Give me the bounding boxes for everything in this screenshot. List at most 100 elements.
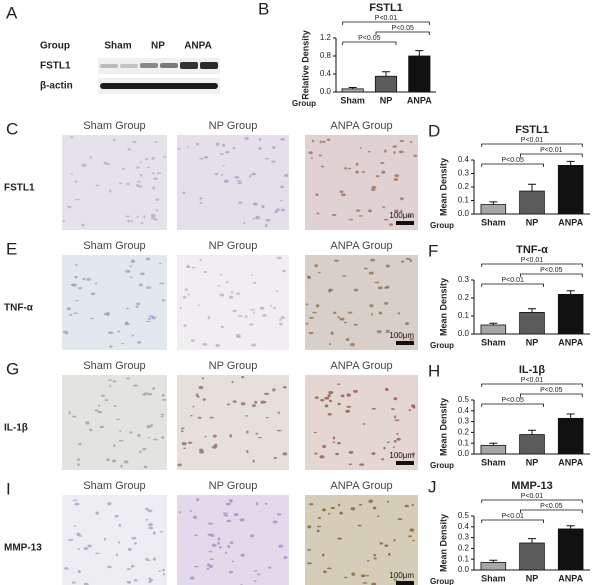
significance-label: P<0.01 [501,277,523,284]
cell [377,286,383,290]
cell [385,329,390,333]
cell [316,529,320,533]
cell [223,179,229,183]
significance-bracket [520,509,583,513]
cell [180,430,184,433]
cell [371,188,376,192]
cell [160,413,165,416]
cell [83,546,89,551]
cell [73,312,78,314]
y-axis-label: Mean Density [438,398,448,456]
cell [87,544,92,548]
y-tick-label: 0.5 [458,395,470,404]
x-tick-label: NP [526,217,539,227]
cell [353,323,358,326]
cell [340,193,346,197]
error-bar [528,308,536,313]
cell [226,502,231,506]
scale-bar [396,581,414,585]
column-title: ANPA Group [330,480,392,492]
cell [109,385,112,387]
cell [409,337,414,341]
cell [276,256,282,260]
panel-letter: E [6,239,17,258]
cell [136,180,141,183]
cell [324,396,330,400]
cell [231,380,234,384]
cell [100,394,105,398]
cell [131,536,137,540]
cell [394,174,400,178]
cell [398,150,404,154]
panel-letter: B [258,0,269,18]
cell [251,343,257,347]
cell [207,533,213,536]
cell [358,503,363,506]
cell [160,415,164,418]
significance-label: P<0.01 [521,137,543,144]
cell [409,528,415,532]
cell [253,281,257,284]
row-label: MMP-13 [4,543,42,554]
cell [72,499,78,502]
cell [126,377,131,380]
micrograph [62,255,167,350]
cell [143,392,149,395]
cell [262,313,267,317]
cell [252,459,255,463]
cell [196,498,200,502]
cell [274,210,278,214]
cell [404,504,409,508]
blot-header: Group [40,41,70,52]
cell [67,205,72,209]
cell [330,506,336,510]
cell [373,553,376,557]
cell [162,572,165,576]
cell [161,393,165,397]
cell [280,316,285,320]
cell [90,292,96,296]
cell [387,552,391,556]
cell [107,502,112,506]
cell [393,397,398,401]
cell [309,503,314,506]
cell [375,175,380,178]
cell [340,394,345,398]
y-tick-label: 0.8 [320,51,332,60]
cell [368,271,374,275]
cell [376,330,382,334]
cell [147,436,150,439]
cell [113,444,116,448]
y-tick-label: 0.3 [458,169,470,178]
error-bar [415,50,424,56]
cell [76,458,81,461]
cell [232,146,236,150]
micrograph [177,375,289,470]
cell [129,276,133,278]
cell [321,553,325,557]
cell [186,146,189,148]
cell [337,402,341,406]
error-bar [489,322,498,325]
cell [307,275,311,280]
cell [74,502,80,506]
cell [353,288,359,292]
cell [151,156,155,160]
cell [337,441,341,445]
cell [272,388,276,392]
y-tick-label: 0.4 [320,69,332,78]
cell [144,157,149,161]
cell [129,265,133,268]
micrograph [62,375,167,470]
cell [381,170,386,174]
error-bar [528,538,536,543]
significance-label: P<0.01 [501,513,523,520]
cell [197,416,202,419]
cell [271,160,276,163]
cell [326,567,332,570]
cell [394,419,400,422]
band [100,64,118,68]
cell [359,463,365,466]
cell [136,215,139,218]
